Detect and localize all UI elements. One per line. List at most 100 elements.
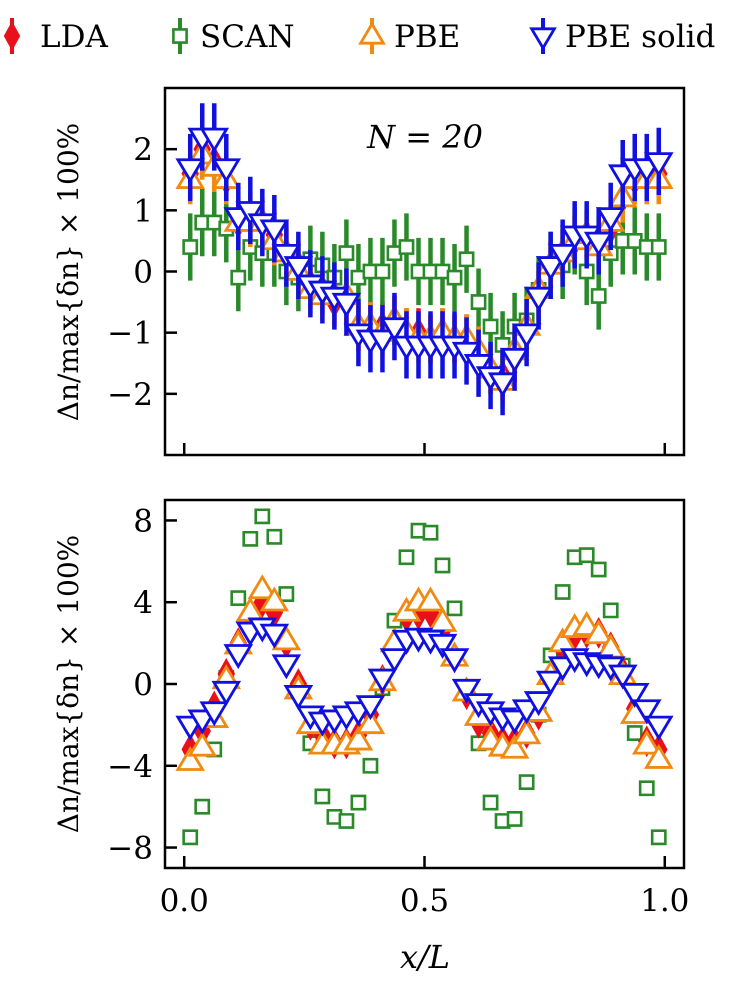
bottom-point-scan-34 bbox=[590, 561, 607, 578]
top-point-scan-14 bbox=[350, 269, 367, 286]
bottom-data bbox=[175, 508, 674, 846]
top-point-pbe-solid-2 bbox=[199, 127, 230, 153]
bottom-point-pbe-solid-2 bbox=[199, 701, 230, 727]
legend-label-lda: LDA bbox=[40, 19, 108, 55]
top-point-scan-0 bbox=[182, 239, 199, 255]
top-point-pbe-solid-9 bbox=[283, 256, 314, 282]
legend-marker-pbe-solid bbox=[529, 27, 557, 51]
bottom-point-scan-7 bbox=[266, 528, 283, 545]
panel-bottom: −8 −4 0 4 8 0.0 0.5 1.0 Δn/max{δn} × 100% x/L bbox=[52, 498, 689, 976]
bottom-point-pbe-solid-29 bbox=[523, 691, 554, 717]
bottom-point-pbe-solid-38 bbox=[631, 699, 662, 725]
top-point-pbe-solid-16 bbox=[367, 329, 398, 355]
bottom-point-scan-22 bbox=[446, 600, 463, 617]
top-point-scan-16 bbox=[374, 263, 391, 280]
bottom-ytick-label-0: −8 bbox=[107, 831, 153, 867]
bottom-point-pbe-1 bbox=[187, 731, 218, 757]
bottom-xlabel: x/L bbox=[400, 938, 450, 976]
bottom-point-pbe-solid-15 bbox=[355, 695, 386, 721]
top-annotation: N = 20 bbox=[366, 118, 483, 156]
bottom-point-scan-15 bbox=[362, 757, 379, 774]
bottom-series-scan bbox=[182, 508, 667, 846]
panel-top: −2 −1 0 1 2 N = 20 Δn/max{δn} × 100% bbox=[52, 86, 686, 457]
bottom-point-scan-6 bbox=[254, 508, 271, 525]
top-point-scan-39 bbox=[650, 239, 667, 255]
bottom-point-scan-27 bbox=[506, 811, 523, 827]
top-point-pbe-solid-0 bbox=[175, 158, 206, 184]
bottom-xtick-label-1: 0.5 bbox=[400, 883, 449, 919]
bottom-point-scan-25 bbox=[482, 794, 499, 811]
top-point-scan-24 bbox=[470, 294, 487, 310]
bottom-point-pbe-28 bbox=[511, 719, 542, 745]
legend-marker-lda bbox=[3, 21, 21, 51]
bottom-point-scan-38 bbox=[638, 780, 655, 797]
legend-marker-pbe bbox=[358, 21, 386, 45]
top-point-pbe-solid-23 bbox=[451, 341, 482, 367]
bottom-point-pbe-solid-3 bbox=[211, 680, 242, 706]
top-point-pbe-solid-39 bbox=[643, 152, 674, 178]
top-point-scan-22 bbox=[446, 269, 463, 286]
bottom-ytick-label-3: 4 bbox=[133, 585, 153, 621]
top-point-pbe-solid-13 bbox=[331, 292, 362, 318]
bottom-axes-frame bbox=[163, 498, 686, 870]
top-point-pbe-solid-31 bbox=[547, 243, 578, 269]
top-point-pbe-solid-17 bbox=[379, 317, 410, 343]
bottom-point-pbe-solid-23 bbox=[451, 678, 482, 704]
bottom-point-pbe-solid-39 bbox=[643, 715, 674, 741]
bottom-point-pbe-34 bbox=[583, 619, 614, 645]
bottom-point-scan-20 bbox=[422, 524, 439, 541]
bottom-point-pbe-solid-17 bbox=[379, 648, 410, 674]
top-point-scan-4 bbox=[230, 269, 247, 286]
top-point-pbe-solid-3 bbox=[211, 158, 242, 184]
bottom-point-scan-13 bbox=[338, 813, 355, 829]
top-ytick-label-1: −1 bbox=[107, 316, 153, 352]
top-ytick-label-4: 2 bbox=[133, 132, 153, 168]
top-point-pbe-solid-29 bbox=[523, 286, 554, 312]
bottom-point-scan-39 bbox=[650, 829, 667, 846]
top-point-pbe-solid-28 bbox=[511, 323, 542, 349]
top-point-scan-23 bbox=[458, 251, 475, 268]
bottom-point-scan-33 bbox=[578, 547, 595, 564]
top-point-pbe-solid-30 bbox=[535, 256, 566, 282]
bottom-series-pbe-solid bbox=[175, 617, 674, 741]
bottom-point-scan-35 bbox=[602, 602, 619, 619]
bottom-ytick-label-2: 0 bbox=[133, 667, 153, 703]
bottom-point-scan-14 bbox=[350, 794, 367, 811]
bottom-point-scan-11 bbox=[314, 788, 331, 805]
bottom-point-pbe-solid-8 bbox=[271, 654, 302, 680]
legend-marker-scan bbox=[172, 28, 188, 44]
top-point-scan-34 bbox=[590, 288, 607, 304]
bottom-point-pbe-solid-22 bbox=[439, 648, 470, 674]
bottom-point-pbe-solid-7 bbox=[259, 623, 290, 649]
bottom-point-pbe-solid-27 bbox=[499, 709, 530, 735]
top-ticks: −2 −1 0 1 2 bbox=[107, 132, 667, 455]
top-series-lda bbox=[181, 124, 668, 400]
bottom-point-pbe-38 bbox=[631, 729, 662, 755]
bottom-point-scan-4 bbox=[230, 590, 247, 607]
top-point-pbe-solid-27 bbox=[499, 347, 530, 373]
bottom-point-pbe-15 bbox=[355, 709, 386, 735]
bottom-xtick-label-2: 1.0 bbox=[640, 883, 689, 919]
bottom-point-pbe-solid-16 bbox=[367, 668, 398, 694]
top-ytick-label-0: −2 bbox=[107, 377, 153, 413]
top-point-scan-25 bbox=[482, 318, 499, 335]
top-point-pbe-solid-8 bbox=[271, 243, 302, 269]
legend-label-pbe-solid: PBE solid bbox=[565, 19, 715, 55]
top-point-pbe-solid-26 bbox=[487, 372, 518, 398]
bottom-point-pbe-27 bbox=[499, 733, 530, 759]
top-point-pbe-solid-7 bbox=[259, 219, 290, 245]
legend-label-scan: SCAN bbox=[200, 19, 294, 55]
bottom-point-scan-0 bbox=[182, 829, 199, 846]
bottom-point-pbe-solid-4 bbox=[223, 644, 254, 670]
bottom-point-scan-18 bbox=[398, 549, 415, 566]
top-point-scan-13 bbox=[338, 245, 355, 262]
bottom-point-scan-5 bbox=[242, 530, 259, 547]
legend-label-pbe: PBE bbox=[394, 19, 460, 55]
legend: LDA SCAN PBE PBE solid bbox=[3, 18, 715, 55]
bottom-ylabel: Δn/max{δn} × 100% bbox=[52, 535, 85, 834]
top-point-pbe-solid-24 bbox=[463, 354, 494, 379]
bottom-point-scan-21 bbox=[434, 557, 451, 574]
bottom-point-pbe-solid-21 bbox=[427, 633, 458, 659]
top-data bbox=[175, 103, 674, 416]
